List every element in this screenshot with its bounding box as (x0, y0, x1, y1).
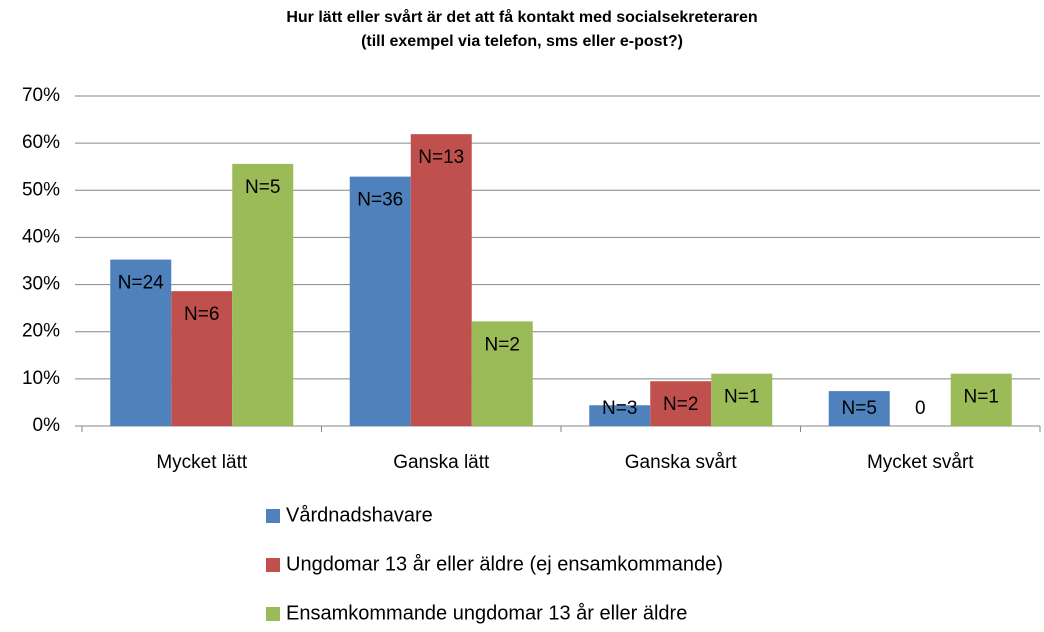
legend-swatch (266, 607, 280, 621)
legend-label: Vårdnadshavare (286, 504, 433, 526)
data-label: N=13 (418, 147, 464, 168)
data-label: N=6 (184, 304, 219, 325)
data-label: N=36 (357, 190, 403, 211)
bar (410, 134, 472, 426)
data-label: 0 (915, 398, 926, 419)
bar (950, 373, 1012, 426)
data-label: N=3 (602, 398, 637, 419)
bar (349, 176, 411, 426)
data-label: N=1 (724, 387, 759, 408)
data-label: N=1 (964, 387, 999, 408)
x-tick-label: Mycket lätt (156, 452, 248, 473)
bar (828, 391, 890, 426)
data-label: N=2 (663, 394, 698, 415)
y-tick-label: 50% (22, 179, 60, 200)
data-label: N=5 (842, 398, 877, 419)
chart-title: Hur lätt eller svårt är det att få konta… (286, 8, 757, 26)
chart-title: (till exempel via telefon, sms eller e-p… (361, 33, 683, 50)
y-tick-label: 20% (22, 321, 60, 342)
x-tick-label: Ganska lätt (393, 452, 490, 473)
data-label: N=2 (485, 334, 520, 355)
x-tick-label: Mycket svårt (867, 452, 974, 473)
y-tick-label: 0% (33, 415, 61, 436)
data-label: N=24 (118, 273, 164, 294)
y-tick-label: 70% (22, 85, 60, 106)
bar (589, 405, 651, 426)
data-label: N=5 (245, 177, 280, 198)
legend-swatch (266, 558, 280, 572)
bar (171, 291, 233, 426)
legend-label: Ungdomar 13 år eller äldre (ej ensamkomm… (286, 553, 723, 575)
y-tick-label: 40% (22, 226, 60, 247)
legend-label: Ensamkommande ungdomar 13 år eller äldre (286, 602, 687, 624)
bar (232, 163, 294, 426)
bar (650, 381, 712, 426)
bar (110, 259, 172, 426)
y-tick-label: 10% (22, 368, 60, 389)
x-tick-label: Ganska svårt (625, 452, 738, 473)
bar (471, 321, 533, 426)
bar (711, 373, 773, 426)
y-tick-label: 60% (22, 132, 60, 153)
y-tick-label: 30% (22, 274, 60, 295)
legend-swatch (266, 509, 280, 523)
